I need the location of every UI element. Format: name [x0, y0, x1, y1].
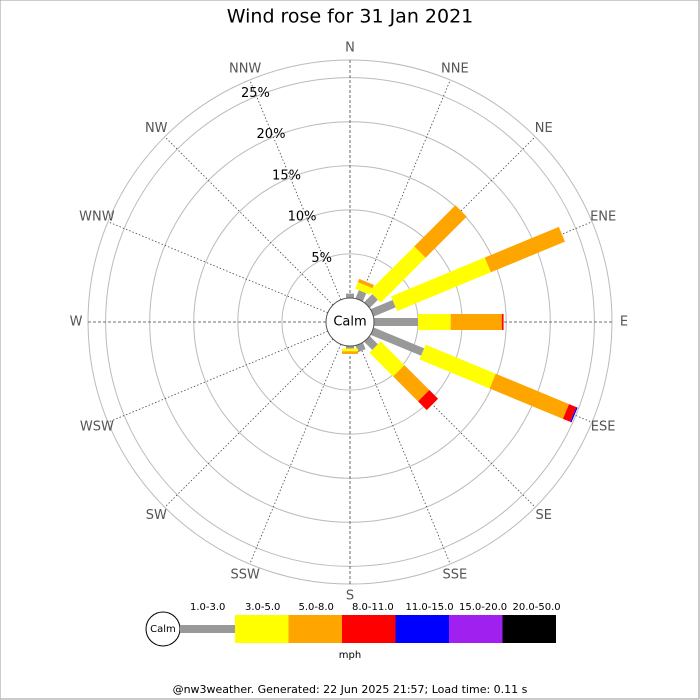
petal-segment	[364, 336, 378, 350]
direction-axis	[358, 79, 451, 300]
petal-segment	[364, 294, 378, 308]
petal-segment	[414, 205, 467, 258]
chart-title: Wind rose for 31 Jan 2021	[227, 6, 474, 28]
legend-swatch	[180, 625, 235, 633]
direction-label: NE	[535, 121, 553, 136]
direction-label: NNE	[441, 61, 469, 76]
legend-label: 20.0-50.0	[513, 602, 561, 613]
petal-segment	[418, 390, 439, 411]
direction-axis	[358, 344, 451, 565]
direction-label: SE	[536, 508, 552, 523]
petal-segment	[369, 341, 405, 377]
direction-label: ENE	[590, 210, 616, 225]
direction-label: N	[345, 41, 355, 56]
legend-label: 1.0-3.0	[190, 602, 225, 613]
direction-label: WNW	[79, 210, 115, 225]
legend-swatch	[288, 615, 342, 643]
petal-segment	[393, 365, 430, 402]
petal-segment	[484, 226, 565, 273]
petal-segment	[355, 290, 367, 302]
petal-segment	[370, 300, 396, 317]
legend-label: 8.0-11.0	[352, 602, 394, 613]
legend-swatch	[449, 615, 503, 643]
direction-axis	[164, 136, 334, 306]
direction-axis	[107, 330, 328, 423]
direction-label: SSE	[442, 568, 467, 583]
direction-label: ESE	[591, 419, 616, 434]
r-tick-label: 20%	[257, 127, 286, 142]
calm-circle	[325, 297, 375, 347]
direction-label: WSW	[80, 419, 114, 434]
direction-label: NNW	[229, 61, 261, 76]
calm-label: Calm	[333, 315, 366, 330]
legend-label: 3.0-5.0	[245, 602, 280, 613]
direction-axis	[249, 344, 342, 565]
direction-label: S	[346, 589, 354, 604]
petal-segment	[562, 404, 577, 422]
r-tick-label: 25%	[241, 86, 270, 101]
legend-calm-label: Calm	[150, 624, 176, 635]
legend-label: 11.0-15.0	[406, 602, 454, 613]
footer: @nw3weather. Generated: 22 Jun 2025 21:5…	[173, 683, 528, 696]
direction-axis	[249, 79, 342, 300]
direction-label: SSW	[230, 568, 260, 583]
petal-segment	[355, 342, 366, 353]
petal-segment	[355, 282, 373, 295]
legend-label: 5.0-8.0	[299, 602, 334, 613]
legend-swatch	[502, 615, 556, 643]
legend-units: mph	[339, 650, 361, 661]
r-tick-label: 5%	[311, 251, 332, 266]
direction-label: W	[70, 315, 83, 330]
legend-swatch	[235, 615, 289, 643]
petal-segment	[391, 257, 491, 312]
direction-label: SW	[146, 508, 167, 523]
legend-label: 15.0-20.0	[459, 602, 507, 613]
petal-segment	[369, 246, 426, 303]
direction-label: E	[620, 315, 628, 330]
petal-segment	[357, 278, 374, 289]
r-tick-label: 10%	[288, 210, 317, 225]
direction-label: NW	[145, 121, 168, 136]
r-tick-label: 15%	[272, 168, 301, 183]
petal-segment	[570, 407, 578, 423]
petal-segment	[489, 373, 570, 419]
legend-swatch	[342, 615, 396, 643]
legend-swatch	[395, 615, 449, 643]
petal-segment	[419, 344, 496, 389]
direction-axis	[107, 221, 328, 314]
petal-segment	[370, 327, 425, 356]
direction-axis	[164, 338, 334, 508]
